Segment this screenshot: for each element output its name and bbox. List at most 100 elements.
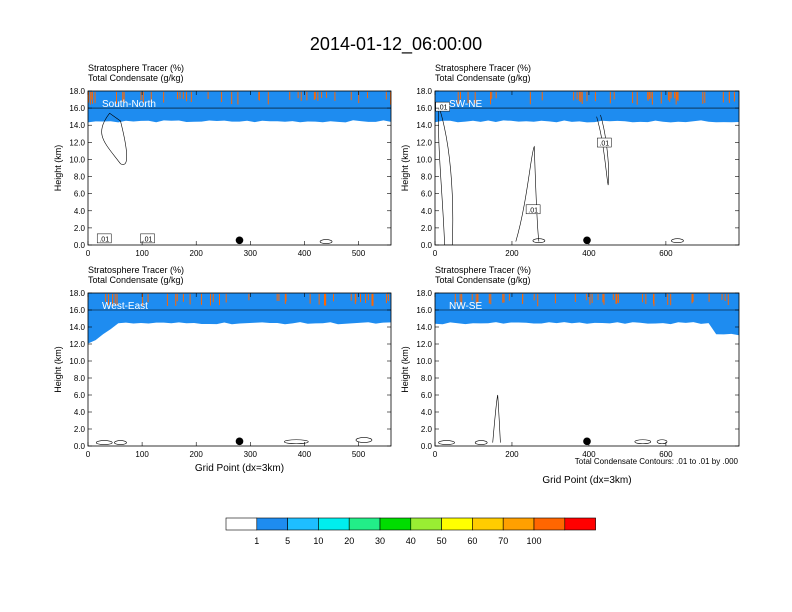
panel-subtitle-condensate: Total Condensate (g/kg) <box>88 73 184 83</box>
y-tick-label: 18.0 <box>416 87 432 96</box>
condensate-contour <box>114 440 127 445</box>
condensate-contour <box>634 439 652 445</box>
condensate-contour <box>596 114 609 186</box>
y-tick-label: 10.0 <box>69 155 85 164</box>
tracer-layer <box>435 91 739 123</box>
x-axis-label: Grid Point (dx=3km) <box>542 475 631 486</box>
condensate-contours <box>95 437 373 445</box>
y-tick-label: 12.0 <box>69 340 85 349</box>
x-tick-label: 100 <box>135 450 149 459</box>
tracer-layer <box>435 293 739 336</box>
y-tick-label: 0.0 <box>421 442 433 451</box>
x-tick-label: 0 <box>86 450 91 459</box>
x-tick-label: 200 <box>505 450 519 459</box>
panel-west-east: Stratosphere Tracer (%)Total Condensate … <box>53 265 392 474</box>
y-tick-label: 14.0 <box>69 323 85 332</box>
y-tick-label: 14.0 <box>416 323 432 332</box>
y-tick-label: 16.0 <box>69 306 85 315</box>
x-axis-label: Grid Point (dx=3km) <box>195 463 284 474</box>
y-axis-label: Height (km) <box>400 145 410 192</box>
y-tick-label: 10.0 <box>416 357 432 366</box>
y-tick-label: 6.0 <box>74 190 86 199</box>
panel-label: West-East <box>102 301 148 312</box>
x-tick-label: 600 <box>659 450 673 459</box>
x-tick-label: 100 <box>135 249 149 258</box>
panel-subtitle-tracer: Stratosphere Tracer (%) <box>435 63 531 73</box>
colorbar-swatch <box>472 517 504 531</box>
y-tick-label: 18.0 <box>416 289 432 298</box>
x-tick-label: 200 <box>505 249 519 258</box>
y-tick-label: 14.0 <box>416 121 432 130</box>
colorbar-swatch <box>502 517 535 531</box>
y-tick-label: 0.0 <box>74 241 86 250</box>
panel-label: SW-NE <box>449 99 482 110</box>
contour-label-box <box>597 137 612 148</box>
condensate-contours <box>101 112 333 244</box>
colorbar-swatch <box>287 517 319 531</box>
condensate-contour <box>474 440 488 445</box>
panel-sw-ne: Stratosphere Tracer (%)Total Condensate … <box>400 63 740 258</box>
plot-frame <box>434 90 740 246</box>
location-marker <box>235 236 244 245</box>
contour-label-box <box>96 233 112 244</box>
contour-label: .01 <box>143 236 153 243</box>
condensate-contour <box>438 440 455 445</box>
panel-subtitle-tracer: Stratosphere Tracer (%) <box>88 63 184 73</box>
x-tick-label: 500 <box>352 249 366 258</box>
contour-footnote: Total Condensate Contours: .01 to .01 by… <box>575 457 739 466</box>
y-tick-label: 6.0 <box>421 190 433 199</box>
contour-label: .01 <box>528 207 538 214</box>
colorbar-label: 60 <box>467 536 477 546</box>
x-tick-label: 600 <box>659 249 673 258</box>
contour-label-box <box>140 233 155 244</box>
colorbar-swatch <box>256 517 288 531</box>
colorbar-swatch <box>410 517 442 531</box>
location-marker <box>583 236 591 245</box>
y-tick-label: 2.0 <box>421 425 433 434</box>
panel-label: NW-SE <box>449 301 482 312</box>
y-axis-label: Height (km) <box>400 346 410 393</box>
colorbar-swatch <box>441 517 473 531</box>
y-tick-label: 2.0 <box>421 224 433 233</box>
contour-label: .01 <box>599 141 609 148</box>
y-tick-label: 6.0 <box>421 391 433 400</box>
y-tick-label: 8.0 <box>74 173 86 182</box>
y-tick-label: 0.0 <box>421 241 433 250</box>
colorbar: 1 5 10 20 30 40 50 60 70 100 <box>225 517 596 546</box>
colorbar-swatch <box>348 517 381 531</box>
x-tick-label: 400 <box>298 450 312 459</box>
x-tick-label: 0 <box>433 249 438 258</box>
y-tick-label: 10.0 <box>416 155 432 164</box>
y-tick-label: 0.0 <box>74 442 86 451</box>
y-tick-label: 4.0 <box>74 207 86 216</box>
panel-nw-se: Stratosphere Tracer (%)Total Condensate … <box>400 265 740 486</box>
colorbar-label: 1 <box>254 536 259 546</box>
colorbar-label: 5 <box>285 536 290 546</box>
y-tick-label: 8.0 <box>74 374 86 383</box>
x-tick-label: 400 <box>582 249 596 258</box>
x-tick-label: 500 <box>352 450 366 459</box>
condensate-contours <box>438 106 684 245</box>
colorbar-label: 30 <box>375 536 385 546</box>
panel-subtitle-condensate: Total Condensate (g/kg) <box>435 275 531 285</box>
contour-label: .01 <box>438 105 448 112</box>
location-marker <box>235 437 244 446</box>
panel-subtitle-tracer: Stratosphere Tracer (%) <box>88 265 184 275</box>
colorbar-swatch <box>225 517 258 531</box>
y-tick-label: 2.0 <box>74 425 86 434</box>
y-tick-label: 18.0 <box>69 87 85 96</box>
contour-label-box <box>435 101 450 112</box>
x-tick-label: 200 <box>190 249 204 258</box>
x-tick-label: 300 <box>244 249 258 258</box>
condensate-contour <box>671 238 684 244</box>
condensate-contour <box>355 437 373 443</box>
x-tick-label: 300 <box>244 450 258 459</box>
y-tick-label: 14.0 <box>69 121 85 130</box>
y-axis-label: Height (km) <box>53 145 63 192</box>
panel-subtitle-condensate: Total Condensate (g/kg) <box>88 275 184 285</box>
x-tick-label: 400 <box>582 450 596 459</box>
plot-frame <box>87 292 392 447</box>
colorbar-label: 10 <box>313 536 323 546</box>
y-tick-label: 12.0 <box>416 340 432 349</box>
y-tick-label: 8.0 <box>421 173 433 182</box>
